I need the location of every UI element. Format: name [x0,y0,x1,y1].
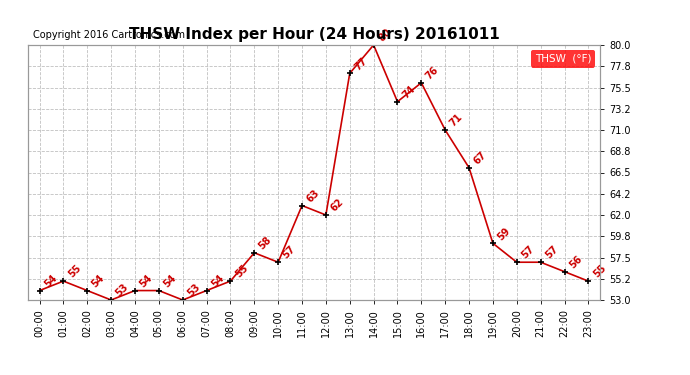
Text: 55: 55 [233,263,250,280]
Text: 54: 54 [42,273,59,289]
Text: 54: 54 [138,273,155,289]
Text: 53: 53 [114,282,130,298]
Text: 54: 54 [209,273,226,289]
Text: 63: 63 [305,188,322,204]
Text: Copyright 2016 Cartronics.com: Copyright 2016 Cartronics.com [33,30,186,40]
Text: 77: 77 [353,56,369,72]
Text: 54: 54 [90,273,107,289]
Text: 71: 71 [448,112,464,129]
Text: 76: 76 [424,65,441,81]
Text: 57: 57 [520,244,536,261]
Text: 74: 74 [400,84,417,100]
Text: 56: 56 [567,254,584,270]
Text: 55: 55 [66,263,83,280]
Text: 55: 55 [591,263,608,280]
Text: 57: 57 [281,244,297,261]
Title: THSW Index per Hour (24 Hours) 20161011: THSW Index per Hour (24 Hours) 20161011 [128,27,500,42]
Text: 53: 53 [186,282,202,298]
Text: 67: 67 [472,150,489,166]
Text: 80: 80 [376,27,393,44]
Legend: THSW  (°F): THSW (°F) [531,50,595,68]
Text: 62: 62 [328,197,345,214]
Text: 54: 54 [161,273,178,289]
Text: 57: 57 [544,244,560,261]
Text: 58: 58 [257,235,274,251]
Text: 59: 59 [495,225,512,242]
